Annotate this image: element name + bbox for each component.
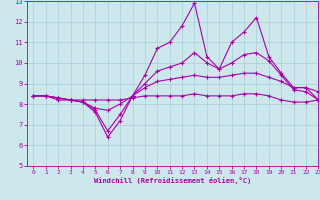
X-axis label: Windchill (Refroidissement éolien,°C): Windchill (Refroidissement éolien,°C) <box>94 177 252 184</box>
